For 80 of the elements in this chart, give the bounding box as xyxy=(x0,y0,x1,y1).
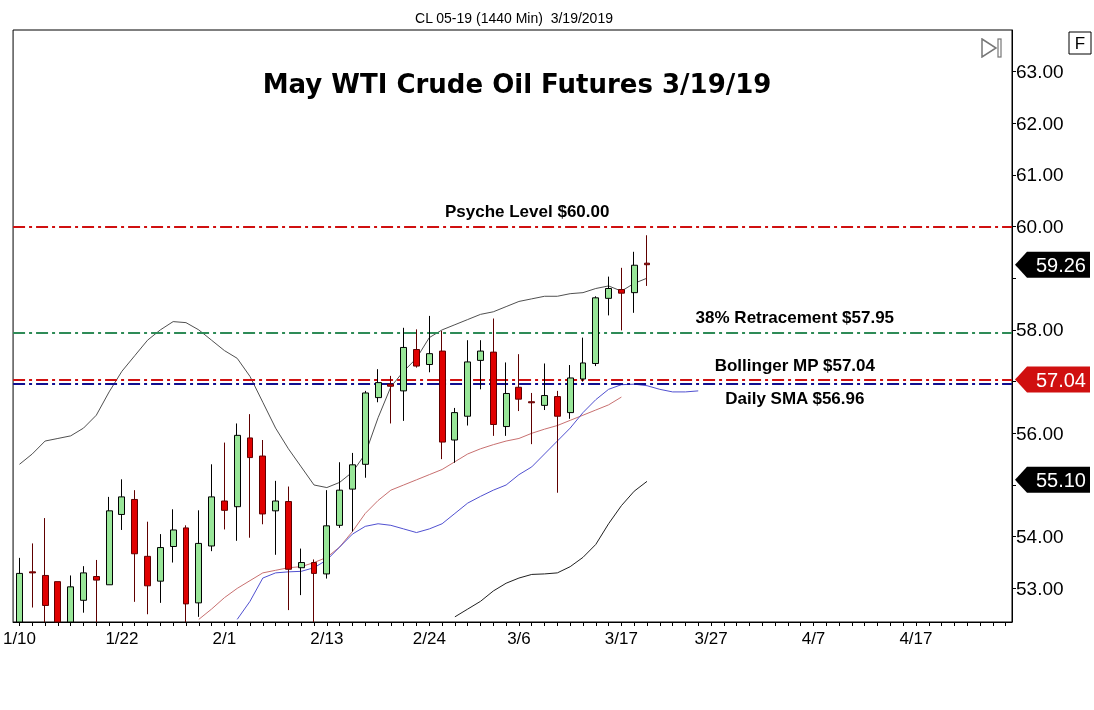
candlestick xyxy=(144,521,151,615)
candlestick xyxy=(362,390,369,479)
candlestick xyxy=(221,442,228,530)
candlestick xyxy=(490,318,497,437)
candlestick xyxy=(567,364,574,420)
text: 55.10 xyxy=(1035,468,1086,491)
candlestick xyxy=(515,353,522,412)
y-tick-label: 56.00 xyxy=(1016,422,1064,444)
line-series xyxy=(198,396,622,620)
candlestick xyxy=(592,295,599,367)
x-tick-label: 2/24 xyxy=(412,629,446,648)
ref-line-label: Bollinger MP $57.04 xyxy=(714,355,876,375)
line-series xyxy=(236,383,699,620)
y-tick-label: 58.00 xyxy=(1016,319,1064,341)
candlestick xyxy=(272,480,279,556)
candlestick xyxy=(528,392,535,445)
chart-subtitle: CL 05-19 (1440 Min) 3/19/2019 xyxy=(415,10,614,26)
line-series xyxy=(18,277,648,489)
candlestick xyxy=(259,439,266,525)
text: May WTI Crude Oil Futures 3/19/19 xyxy=(262,69,772,99)
candlestick xyxy=(631,251,638,314)
candlestick xyxy=(477,339,484,390)
y-tick-label: 62.00 xyxy=(1016,112,1064,134)
candlestick xyxy=(106,496,113,586)
candlestick xyxy=(183,524,189,623)
x-tick-label: 4/7 xyxy=(801,629,826,648)
x-tick-label: 2/13 xyxy=(310,629,344,648)
candlestick xyxy=(451,407,458,464)
candlestick xyxy=(131,489,138,603)
y-tick-label: 54.00 xyxy=(1016,526,1064,548)
candlestick xyxy=(375,368,382,403)
candlestick xyxy=(336,461,343,529)
candlestick xyxy=(42,517,49,623)
candlestick xyxy=(170,508,177,564)
candlestick xyxy=(29,542,36,609)
candlestick xyxy=(618,267,625,331)
candlestick xyxy=(413,328,420,369)
text: 59.26 xyxy=(1035,253,1086,276)
ref-line-label: Daily SMA $56.96 xyxy=(725,388,865,408)
candlestick xyxy=(387,375,394,424)
x-tick-label: 1/10 xyxy=(2,629,37,648)
text: F xyxy=(1074,33,1086,53)
x-tick-label: 2/1 xyxy=(212,629,237,648)
y-tick-label: 61.00 xyxy=(1016,164,1064,186)
y-tick-label: 60.00 xyxy=(1016,215,1064,237)
candlestick xyxy=(400,327,407,422)
candlestick xyxy=(93,559,100,623)
x-tick-label: 3/6 xyxy=(507,629,531,648)
candlestick xyxy=(118,478,125,531)
ref-line-label: 38% Retracement $57.95 xyxy=(695,308,895,328)
candlestick xyxy=(541,362,548,411)
ref-line-label: Psyche Level $60.00 xyxy=(444,202,610,222)
x-tick-label: 3/17 xyxy=(604,629,638,648)
x-tick-label: 4/17 xyxy=(899,629,933,648)
text: 57.04 xyxy=(1035,368,1086,391)
candlestick xyxy=(195,509,202,618)
y-tick-label: 63.00 xyxy=(1016,60,1064,82)
candlestick xyxy=(580,337,586,383)
candlestick xyxy=(426,315,433,373)
x-tick-label: 3/27 xyxy=(694,629,728,648)
candlestick xyxy=(605,276,612,316)
candlestick xyxy=(54,581,61,623)
candlestick xyxy=(208,463,215,552)
candlestick xyxy=(464,339,471,427)
x-tick-label: 1/22 xyxy=(105,629,139,648)
candlestick xyxy=(439,330,446,460)
candlestick xyxy=(247,413,253,539)
candlestick xyxy=(323,489,330,580)
y-tick-label: 53.00 xyxy=(1016,577,1064,599)
candlestick xyxy=(234,422,241,542)
line-series xyxy=(454,480,648,618)
candlestick xyxy=(80,565,87,614)
candlestick xyxy=(503,361,510,437)
candlestick xyxy=(157,533,164,604)
candlestick xyxy=(311,558,317,623)
candlestick xyxy=(349,452,356,533)
candlestick xyxy=(285,486,292,611)
candlestick xyxy=(298,548,305,596)
candlestick xyxy=(644,234,650,287)
candlestick xyxy=(554,390,561,494)
